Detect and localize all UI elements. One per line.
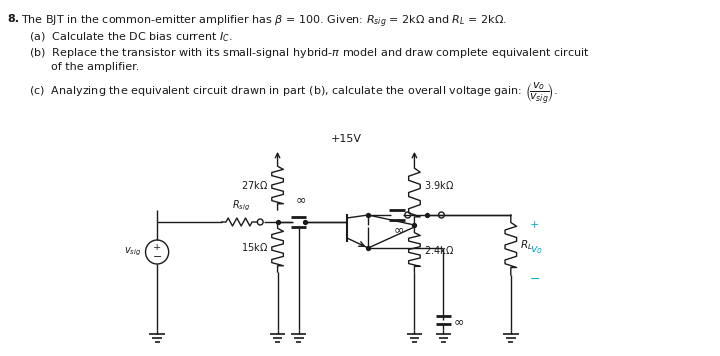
Text: 15k$\Omega$: 15k$\Omega$ bbox=[241, 241, 268, 253]
Text: +: + bbox=[153, 244, 161, 252]
Text: $R_L$: $R_L$ bbox=[521, 238, 534, 252]
Text: 27k$\Omega$: 27k$\Omega$ bbox=[241, 179, 268, 191]
Text: +15V: +15V bbox=[330, 134, 361, 144]
Text: ∞: ∞ bbox=[295, 193, 306, 206]
Text: +: + bbox=[530, 220, 539, 230]
Text: 8.: 8. bbox=[8, 14, 19, 24]
Text: ∞: ∞ bbox=[394, 223, 404, 236]
Text: of the amplifier.: of the amplifier. bbox=[51, 62, 140, 72]
Text: $v_o$: $v_o$ bbox=[530, 244, 543, 256]
Text: 3.9k$\Omega$: 3.9k$\Omega$ bbox=[424, 179, 454, 191]
Text: 2.4k$\Omega$: 2.4k$\Omega$ bbox=[424, 244, 454, 256]
Text: (a)  Calculate the DC bias current $I_C$.: (a) Calculate the DC bias current $I_C$. bbox=[29, 30, 233, 43]
Text: (b)  Replace the transistor with its small-signal hybrid-$\pi$ model and draw co: (b) Replace the transistor with its smal… bbox=[29, 46, 590, 60]
Text: (c)  Analyzing the equivalent circuit drawn in part (b), calculate the overall v: (c) Analyzing the equivalent circuit dra… bbox=[29, 80, 557, 106]
Text: $R_{sig}$: $R_{sig}$ bbox=[232, 199, 250, 213]
Text: −: − bbox=[153, 252, 162, 262]
Text: ∞: ∞ bbox=[454, 315, 464, 329]
Text: The BJT in the common-emitter amplifier has $\beta$ = 100. Given: $R_{sig}$ = 2k: The BJT in the common-emitter amplifier … bbox=[21, 14, 507, 30]
Text: $v_{sig}$: $v_{sig}$ bbox=[125, 246, 142, 258]
Text: −: − bbox=[530, 273, 541, 286]
